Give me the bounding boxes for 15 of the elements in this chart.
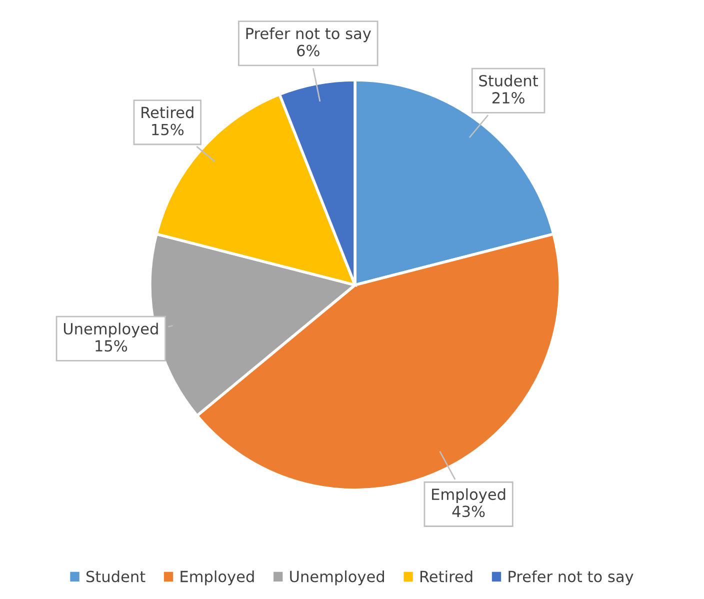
legend-label: Retired	[420, 570, 472, 582]
data-label: 43%	[452, 506, 485, 518]
data-label: 6%	[297, 44, 320, 56]
legend-label: Prefer not to say	[508, 570, 634, 586]
data-label: 15%	[96, 340, 128, 352]
slice-label: Unemployed	[64, 322, 158, 338]
slice-label: Retired	[142, 106, 194, 118]
slice-label: Prefer not to say	[246, 27, 371, 42]
data-label: 15%	[152, 124, 184, 136]
data-label: 21%	[492, 92, 524, 104]
legend-label: Unemployed	[290, 570, 384, 586]
slice-label: Student	[479, 74, 538, 86]
slice-label: Employed	[432, 488, 506, 504]
legend-label: Student	[86, 570, 146, 582]
legend-label: Employed	[180, 570, 254, 586]
